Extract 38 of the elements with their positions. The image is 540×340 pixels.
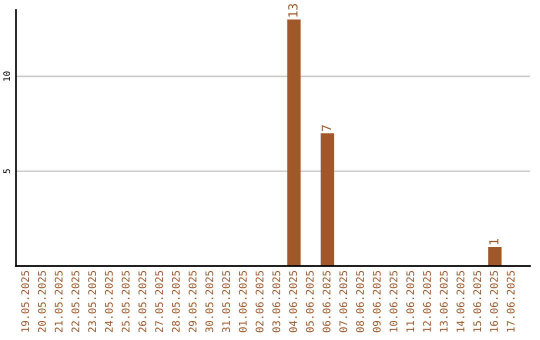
x-tick-label: 30.05.2025: [205, 271, 214, 332]
x-tick-label: 13.06.2025: [440, 271, 448, 332]
x-tick-label: 17.06.2025: [506, 271, 515, 332]
data-label: 13: [288, 4, 298, 17]
x-tick-label: 04.06.2025: [289, 271, 297, 332]
x-tick-label: 21.05.2025: [54, 271, 63, 332]
bar: [287, 19, 301, 266]
x-tick-label: 14.06.2025: [456, 271, 464, 332]
x-tick-label: 03.06.2025: [272, 271, 280, 332]
x-tick-label: 10.06.2025: [390, 271, 398, 332]
x-tick-label: 08.06.2025: [356, 271, 364, 332]
x-tick-label: 29.05.2025: [188, 271, 197, 332]
x-tick-label: 16.06.2025: [490, 271, 498, 332]
y-tick-label: 5: [3, 169, 10, 174]
data-label: 7: [322, 125, 331, 132]
x-tick-label: 26.05.2025: [138, 271, 146, 332]
x-tick-label: 07.06.2025: [339, 271, 348, 332]
x-tick-label: 15.06.2025: [473, 271, 482, 332]
x-tick-label: 31.05.2025: [222, 271, 230, 332]
x-tick-label: 22.05.2025: [71, 271, 80, 332]
x-tick-label: 01.06.2025: [238, 271, 247, 332]
x-tick-label: 09.06.2025: [372, 271, 381, 332]
x-tick-label: 11.06.2025: [406, 271, 414, 332]
x-tick-label: 12.06.2025: [423, 271, 431, 332]
y-tick-label: 10: [3, 72, 10, 81]
x-tick-label: 25.05.2025: [122, 271, 130, 332]
x-tick-label: 06.06.2025: [322, 271, 330, 332]
bar: [320, 133, 334, 266]
x-tick-label: 27.05.2025: [155, 271, 164, 332]
x-tick-label: 23.05.2025: [88, 271, 96, 332]
x-tick-label: 20.05.2025: [38, 271, 46, 332]
data-label: 1: [489, 238, 498, 244]
x-tick-label: 24.05.2025: [104, 271, 113, 332]
x-tick-label: 02.06.2025: [256, 271, 264, 332]
x-tick-label: 28.05.2025: [172, 271, 180, 332]
x-tick-label: 19.05.2025: [21, 271, 30, 332]
x-tick-label: 05.06.2025: [306, 271, 314, 332]
bar: [488, 247, 502, 266]
